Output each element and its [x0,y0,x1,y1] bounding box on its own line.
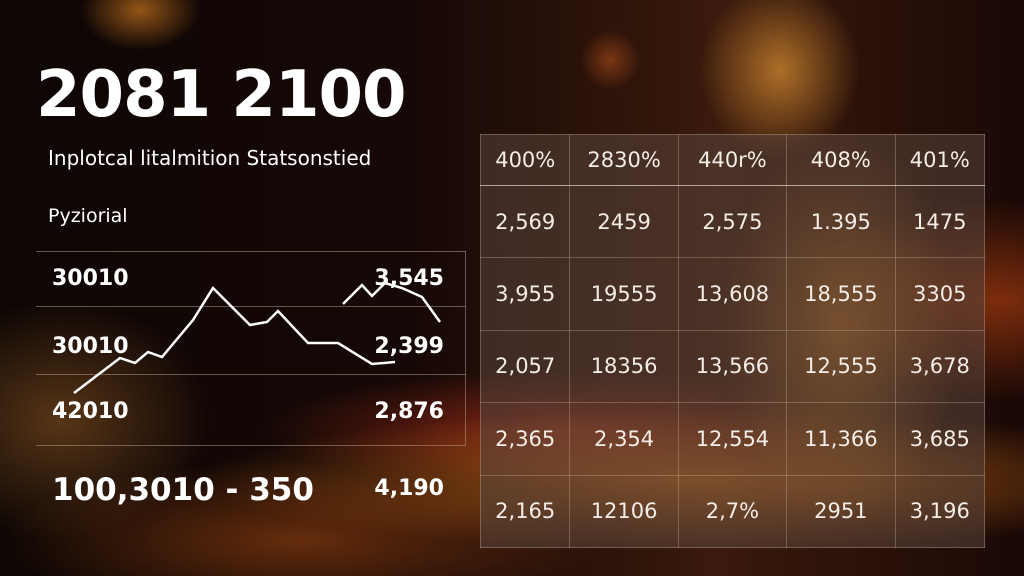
page-title: 2081 2100 [36,58,407,132]
row-label: 42010 [52,399,129,424]
table-cell: 18,555 [786,257,896,331]
divider [36,306,466,307]
table-cell: 3,196 [894,474,986,549]
table-cell: 11,366 [786,402,896,476]
section-label: Pyziorial [48,205,128,227]
column-header: 2830% [569,134,679,186]
column-header: 400% [479,134,571,186]
table-cell: 12,555 [786,329,896,404]
table-cell: 3305 [894,257,986,331]
row-value: 2,399 [374,334,444,359]
table-cell: 1475 [894,184,986,259]
sparkline-series [342,281,442,323]
row-label: 30010 [52,334,129,359]
table-row: 3,955 19555 13,608 18,555 3305 [479,257,986,331]
table-row: 2,569 2459 2,575 1.395 1475 [479,184,986,259]
table-cell: 3,955 [479,257,571,331]
table-cell: 2,575 [677,184,788,259]
table-header-row: 400% 2830% 440r% 408% 401% [479,134,986,186]
table-cell: 2,354 [569,402,679,476]
data-table: 400% 2830% 440r% 408% 401% 2,569 2459 2,575 1.39… [479,134,986,549]
divider [465,251,466,445]
table-cell: 2,165 [479,474,571,549]
table-cell: 12106 [569,474,679,549]
subtitle: Inplotcal litalmition Statsonstied [48,146,372,170]
table-cell: 3,685 [894,402,986,476]
divider [36,374,466,375]
table-cell: 2459 [569,184,679,259]
table-cell: 3,678 [894,329,986,404]
total-value: 4,190 [374,476,444,501]
table-cell: 1.395 [786,184,896,259]
table-cell: 12,554 [677,402,788,476]
column-header: 408% [786,134,896,186]
table-cell: 18356 [569,329,679,404]
table-row: 2,057 18356 13,566 12,555 3,678 [479,329,986,404]
table-row: 2,165 12106 2,7% 2951 3,196 [479,474,986,549]
table-cell: 2951 [786,474,896,549]
sparkline-series [73,286,396,394]
divider [36,445,466,446]
table-cell: 19555 [569,257,679,331]
row-value: 3,545 [374,266,444,291]
table-row: 2,365 2,354 12,554 11,366 3,685 [479,402,986,476]
table-cell: 2,7% [677,474,788,549]
table-cell: 13,608 [677,257,788,331]
table-cell: 13,566 [677,329,788,404]
row-label: 30010 [52,266,129,291]
column-header: 440r% [677,134,788,186]
table-cell: 2,365 [479,402,571,476]
column-header: 401% [894,134,986,186]
table-cell: 2,569 [479,184,571,259]
table-cell: 2,057 [479,329,571,404]
total-label: 100,3010 - 350 [52,472,314,508]
row-value: 2,876 [374,399,444,424]
divider [36,251,466,252]
